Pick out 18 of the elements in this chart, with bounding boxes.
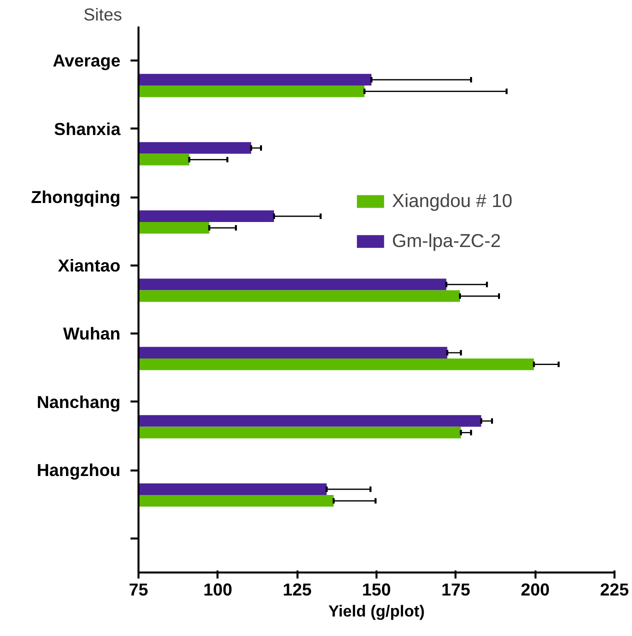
x-tick-label: 200 bbox=[520, 580, 550, 600]
y-tick-label: Xiantao bbox=[58, 255, 121, 276]
y-tick-label: Zhongqing bbox=[31, 187, 121, 208]
y-tick-label: Hangzhou bbox=[36, 460, 121, 480]
x-tick-label: 225 bbox=[600, 580, 630, 600]
x-axis-title: Yield (g/plot) bbox=[328, 604, 425, 620]
legend-label: Xiangdou # 10 bbox=[392, 190, 512, 212]
y-tick-label: Shanxia bbox=[54, 118, 121, 139]
y-tick-label: Nanchang bbox=[36, 392, 120, 412]
x-tick-label: 175 bbox=[441, 580, 471, 600]
x-tick-label: 75 bbox=[128, 580, 148, 600]
y-tick-label: Wuhan bbox=[63, 324, 121, 344]
y-tick-label: Average bbox=[52, 50, 121, 71]
legend-label: Gm-lpa-ZC-2 bbox=[392, 230, 501, 252]
x-tick-label: 150 bbox=[362, 580, 391, 600]
y-axis-title: Sites bbox=[84, 4, 122, 24]
x-tick-label: 100 bbox=[203, 580, 232, 600]
x-tick-label: 125 bbox=[282, 580, 312, 600]
